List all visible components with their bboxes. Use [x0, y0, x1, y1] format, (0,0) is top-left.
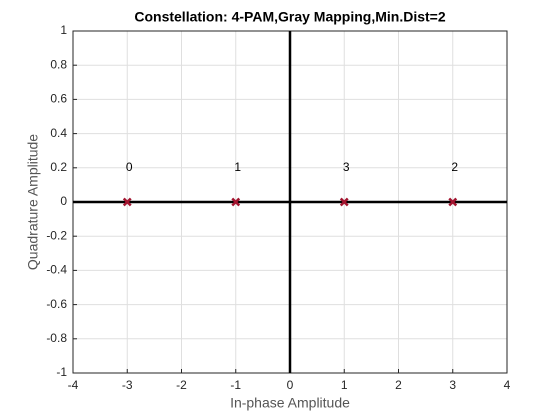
x-tick-label: -1 [230, 378, 241, 392]
x-tick-label: 0 [287, 378, 294, 392]
constellation-point [122, 197, 132, 207]
y-tick-label: -0.4 [46, 263, 67, 277]
x-tick-label: 2 [395, 378, 402, 392]
x-tick-label: -3 [122, 378, 133, 392]
y-tick-label: 0.8 [50, 57, 67, 71]
x-tick-label: -2 [176, 378, 187, 392]
y-tick-label: -1 [56, 365, 67, 379]
y-tick-label: 0.6 [50, 92, 67, 106]
constellation-point [339, 197, 349, 207]
constellation-point [448, 197, 458, 207]
x-tick-label: -4 [68, 378, 79, 392]
y-tick-label: -0.8 [46, 331, 67, 345]
y-tick-label: -0.6 [46, 297, 67, 311]
y-tick-label: 0.4 [50, 126, 67, 140]
y-tick-label: -0.2 [46, 228, 67, 242]
point-label: 1 [234, 160, 241, 174]
x-tick-label: 4 [504, 378, 511, 392]
point-label: 3 [343, 160, 350, 174]
y-axis-label: Quadrature Amplitude [25, 134, 41, 270]
point-label: 0 [126, 160, 133, 174]
x-axis-label: In-phase Amplitude [230, 395, 350, 411]
y-tick-label: 0.2 [50, 160, 67, 174]
y-tick-label: 1 [60, 23, 67, 37]
x-tick-label: 1 [341, 378, 348, 392]
point-label: 2 [451, 160, 458, 174]
y-tick-label: 0 [60, 194, 67, 208]
constellation-point [231, 197, 241, 207]
chart-title: Constellation: 4-PAM,Gray Mapping,Min.Di… [134, 9, 445, 25]
x-tick-label: 3 [449, 378, 456, 392]
